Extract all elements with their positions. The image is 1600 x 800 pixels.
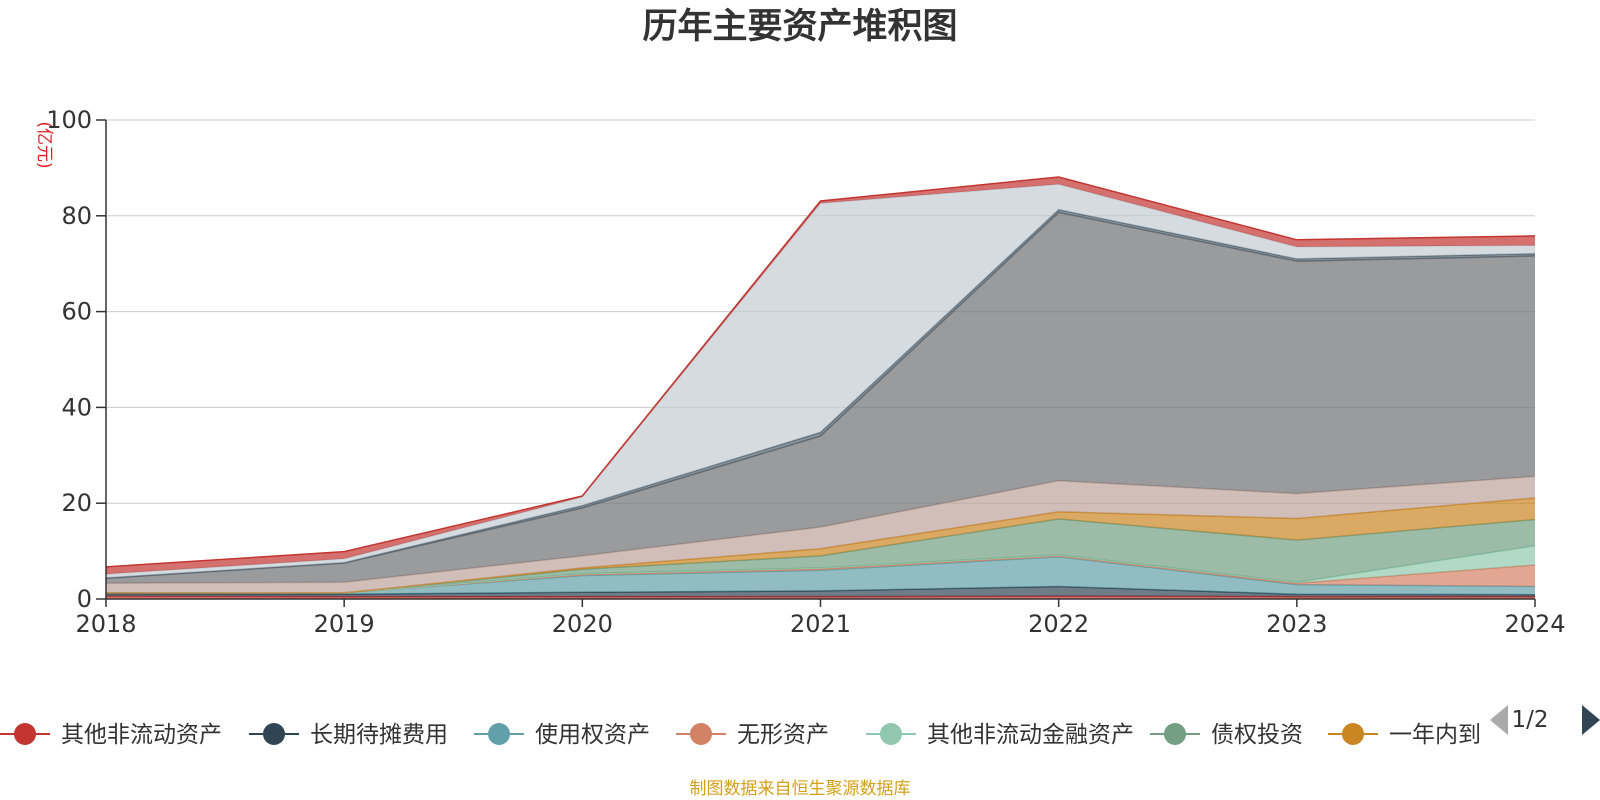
- legend-pager[interactable]: 1/2: [1490, 705, 1600, 735]
- triangle-right-icon[interactable]: [1582, 705, 1600, 735]
- area-series-line-12: [105, 176, 1536, 568]
- area-series-7: [106, 497, 1535, 593]
- x-tick-label: 2020: [552, 610, 613, 638]
- chart-title: 历年主要资产堆积图: [642, 7, 957, 47]
- legend-item[interactable]: 其他非流动金融资产: [866, 722, 1134, 748]
- area-series-8: [106, 476, 1535, 593]
- x-tick-label: 2021: [790, 610, 851, 638]
- legend-circle-icon: [1164, 723, 1186, 745]
- y-tick-label: 100: [46, 106, 92, 134]
- legend-item[interactable]: 债权投资: [1150, 722, 1303, 748]
- legend-label: 其他非流动资产: [61, 722, 222, 748]
- legend-item[interactable]: 长期待摊费用: [249, 722, 448, 748]
- legend-circle-icon: [488, 723, 510, 745]
- x-tick-label: 2018: [75, 610, 136, 638]
- area-layer: [105, 176, 1536, 599]
- legend-page-indicator: 1/2: [1511, 707, 1548, 733]
- area-series-11: [106, 184, 1535, 578]
- legend-circle-icon: [880, 723, 902, 745]
- legend-item[interactable]: 无形资产: [676, 722, 829, 748]
- x-tick-label: 2019: [314, 610, 375, 638]
- y-tick-label: 80: [61, 202, 92, 230]
- legend-label: 长期待摊费用: [310, 722, 448, 748]
- y-axis-unit-label: (亿元): [34, 121, 54, 168]
- axis-layer: 0 20 40 60 80 100 2018 2019 2020 2021 2022 2023 2024: [46, 106, 1565, 638]
- area-series-3: [106, 556, 1535, 595]
- y-tick-label: 0: [77, 585, 92, 613]
- legend[interactable]: 其他非流动资产 长期待摊费用 使用权资产 无形资产 其他非流动金融资产 债权投资 一年内到: [0, 722, 1481, 748]
- legend-label: 其他非流动金融资产: [927, 722, 1134, 748]
- x-tick-label: 2023: [1266, 610, 1327, 638]
- x-tick-label: 2022: [1028, 610, 1089, 638]
- legend-label: 债权投资: [1211, 722, 1303, 748]
- legend-label: 一年内到: [1389, 722, 1481, 748]
- y-tick-label: 20: [61, 489, 92, 517]
- triangle-left-icon[interactable]: [1490, 705, 1508, 735]
- x-tick-label: 2024: [1504, 610, 1565, 638]
- legend-circle-icon: [1342, 723, 1364, 745]
- legend-item[interactable]: 使用权资产: [474, 722, 650, 748]
- legend-circle-icon: [14, 723, 36, 745]
- legend-label: 无形资产: [737, 722, 829, 748]
- legend-item[interactable]: 一年内到: [1328, 722, 1481, 748]
- y-tick-label: 60: [61, 298, 92, 326]
- legend-circle-icon: [690, 723, 712, 745]
- legend-circle-icon: [263, 723, 285, 745]
- data-source-note: 制图数据来自恒生聚源数据库: [690, 779, 911, 799]
- legend-label: 使用权资产: [535, 722, 650, 748]
- area-series-9: [106, 212, 1535, 584]
- legend-item[interactable]: 其他非流动资产: [0, 722, 222, 748]
- y-tick-label: 40: [61, 393, 92, 421]
